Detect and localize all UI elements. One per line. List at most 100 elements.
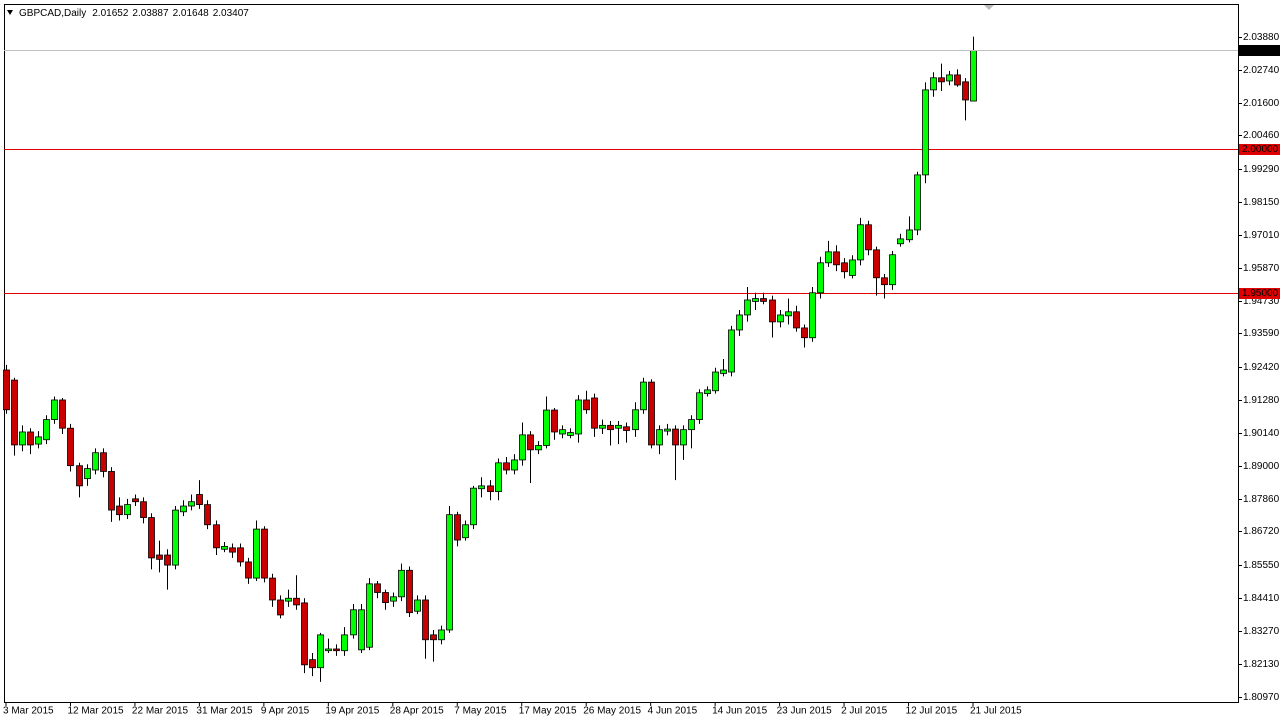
y-tick-label: 1.89000	[1243, 461, 1280, 472]
y-tick-label: 1.97010	[1243, 230, 1280, 241]
candle-body	[108, 471, 115, 511]
candle-body	[132, 498, 139, 503]
candle-body	[728, 329, 735, 373]
candle-body	[495, 462, 502, 493]
x-tick-label: 9 Apr 2015	[261, 706, 310, 717]
header-open: 2.01652	[92, 8, 129, 19]
candle-body	[148, 517, 155, 559]
x-tick-label: 7 May 2015	[454, 706, 507, 717]
candle-body	[664, 428, 671, 432]
candle-body	[785, 311, 792, 317]
candle-body	[19, 431, 26, 446]
x-tick-label: 31 Mar 2015	[196, 706, 253, 717]
candle-body	[615, 424, 622, 429]
candle-body	[607, 424, 614, 431]
candle-body	[309, 659, 316, 669]
candle-body	[809, 292, 816, 339]
candle-body	[752, 298, 759, 302]
candle-body	[817, 262, 824, 294]
shift-marker	[984, 5, 994, 10]
y-tick-label: 1.92420	[1243, 362, 1280, 373]
candle-body	[237, 547, 244, 563]
candle-body	[100, 452, 107, 472]
candle-body	[930, 77, 937, 91]
chart-header: GBPCAD,Daily 2.01652 2.03887 2.01648 2.03407	[19, 8, 249, 19]
candle-body	[462, 524, 469, 539]
candle-body	[583, 399, 590, 411]
candle-body	[777, 314, 784, 323]
candle-body	[889, 254, 896, 286]
candle-body	[414, 599, 421, 612]
candle-body	[422, 599, 429, 641]
candle-body	[849, 259, 856, 276]
candle-body	[511, 459, 518, 471]
candle-body	[720, 369, 727, 374]
candle-body	[656, 429, 663, 446]
candle-body	[76, 465, 83, 487]
candle-body	[285, 597, 292, 602]
candle-body	[487, 485, 494, 493]
candle-body	[744, 299, 751, 316]
y-tick-label: 1.85550	[1243, 560, 1280, 571]
candle-body	[116, 505, 123, 516]
candle-body	[59, 399, 66, 429]
candle-body	[825, 251, 832, 264]
candle-body	[350, 609, 357, 636]
candle-body	[873, 249, 880, 279]
y-tick-label: 2.00460	[1243, 130, 1280, 141]
symbol: GBPCAD,Daily	[19, 8, 86, 19]
candle-body	[293, 597, 300, 606]
y-tick-label: 2.02740	[1243, 65, 1280, 76]
candle-body	[269, 577, 276, 601]
price-label-bg	[1239, 45, 1280, 56]
level-label-bg	[1239, 144, 1280, 155]
y-tick-label: 1.91280	[1243, 395, 1280, 406]
candle-body	[575, 399, 582, 435]
candle-body	[922, 89, 929, 176]
y-tick-label: 1.86720	[1243, 526, 1280, 537]
candle-body	[245, 561, 252, 579]
candle-body	[333, 648, 340, 652]
candle-body	[27, 431, 34, 446]
candle-body	[229, 547, 236, 553]
candle-body	[140, 501, 147, 518]
price-label: 2.03407	[1242, 45, 1279, 56]
candle-body	[632, 409, 639, 431]
candle-body	[865, 224, 872, 251]
candle-body	[938, 77, 945, 83]
x-tick-label: 4 Jun 2015	[648, 706, 698, 717]
candle-body	[156, 554, 163, 560]
candle-body	[897, 238, 904, 245]
candle-body	[769, 299, 776, 323]
candle-body	[67, 427, 74, 467]
y-tick-label: 1.83270	[1243, 626, 1280, 637]
candle-body	[430, 634, 437, 641]
y-tick-label: 1.95870	[1243, 263, 1280, 274]
candle-body	[712, 371, 719, 392]
x-tick-label: 21 Jul 2015	[970, 706, 1022, 717]
candle-body	[84, 468, 91, 480]
candle-body	[374, 583, 381, 593]
x-tick-label: 2 Jul 2015	[841, 706, 888, 717]
candle-body	[704, 389, 711, 395]
candle-body	[358, 609, 365, 651]
candle-body	[341, 634, 348, 652]
candle-body	[648, 381, 655, 446]
header-close: 2.03407	[213, 8, 250, 19]
y-tick-label: 1.82130	[1243, 659, 1280, 670]
candle-body	[801, 327, 808, 339]
candle-body	[672, 428, 679, 446]
candle-body	[567, 432, 574, 436]
y-tick-label: 2.01600	[1243, 98, 1280, 109]
candle-body	[261, 528, 268, 579]
x-tick-label: 26 May 2015	[583, 706, 641, 717]
candle-body	[406, 569, 413, 614]
candle-body	[551, 409, 558, 433]
candle-body	[591, 397, 598, 429]
candle-body	[640, 381, 647, 411]
menu-arrow[interactable]	[7, 10, 13, 15]
candle-body	[196, 494, 203, 505]
candle-body	[906, 229, 913, 241]
